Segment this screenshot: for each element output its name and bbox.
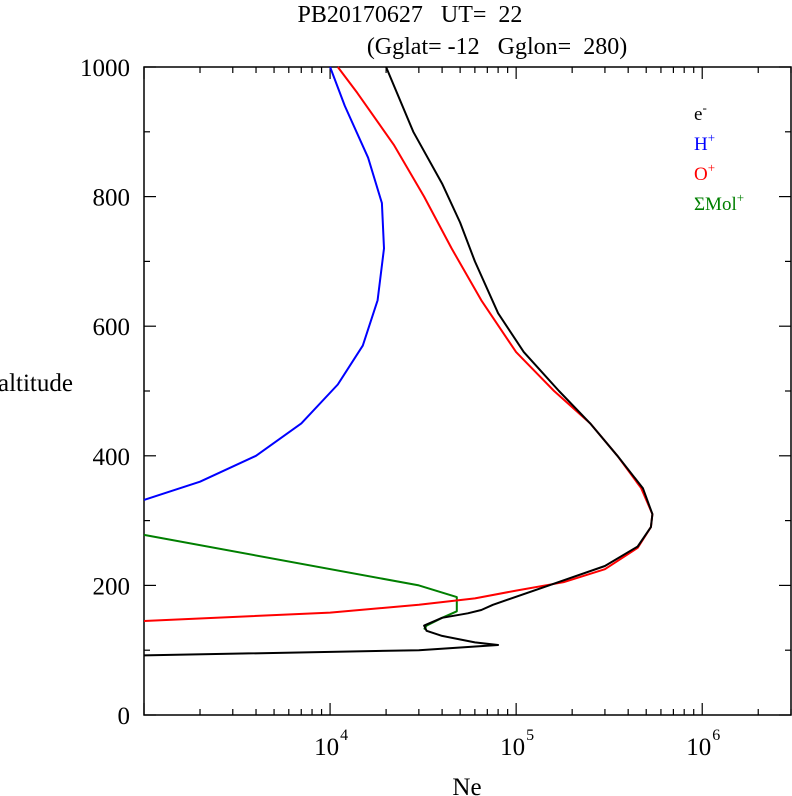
series-h-curve bbox=[143, 66, 385, 501]
legend-label: H bbox=[694, 134, 708, 155]
series-mol-curve bbox=[143, 533, 458, 631]
series-o-curve bbox=[143, 66, 654, 622]
series-e-curve bbox=[143, 66, 654, 657]
data-curves bbox=[143, 66, 654, 657]
x-tick-label: 10 bbox=[686, 734, 711, 761]
chart-title-line1: PB20170627 UT= 22 bbox=[298, 2, 523, 28]
x-tick-label: 10 bbox=[500, 734, 525, 761]
legend-label-superscript: + bbox=[708, 160, 715, 175]
x-tick-label: 10 bbox=[314, 734, 339, 761]
legend-label: O bbox=[694, 164, 708, 185]
legend-label-superscript: + bbox=[737, 190, 744, 205]
y-axis-label: altitude bbox=[0, 370, 73, 397]
x-tick-labels: 10 4 10 5 10 6 bbox=[314, 727, 720, 761]
legend-item: ΣMol+ bbox=[694, 190, 744, 215]
x-tick-label-exponent: 6 bbox=[712, 727, 720, 744]
legend-label-superscript: + bbox=[708, 130, 715, 145]
y-tick-labels: 0 200 400 600 800 1000 bbox=[80, 55, 130, 730]
y-tick-label: 0 bbox=[118, 703, 131, 730]
legend-label: ΣMol bbox=[694, 194, 737, 215]
y-tick-label: 1000 bbox=[80, 55, 130, 82]
y-tick-label: 800 bbox=[93, 185, 131, 212]
y-tick-label: 400 bbox=[93, 444, 131, 471]
legend-item: H+ bbox=[694, 130, 715, 155]
x-tick-label-exponent: 5 bbox=[526, 727, 534, 744]
axis-ticks bbox=[143, 66, 792, 716]
y-tick-label: 200 bbox=[93, 573, 131, 600]
chart-title-line2: (Gglat= -12 Gglon= 280) bbox=[367, 34, 627, 60]
legend-label-superscript: - bbox=[702, 100, 706, 115]
x-axis-label: Ne bbox=[452, 774, 481, 796]
legend-item: O+ bbox=[694, 160, 715, 185]
legend-label: e bbox=[694, 104, 702, 125]
x-tick-label-exponent: 4 bbox=[340, 727, 348, 744]
legend-item: e- bbox=[694, 100, 707, 125]
y-tick-label: 600 bbox=[93, 314, 131, 341]
legend: e-H+O+ΣMol+ bbox=[694, 100, 744, 215]
